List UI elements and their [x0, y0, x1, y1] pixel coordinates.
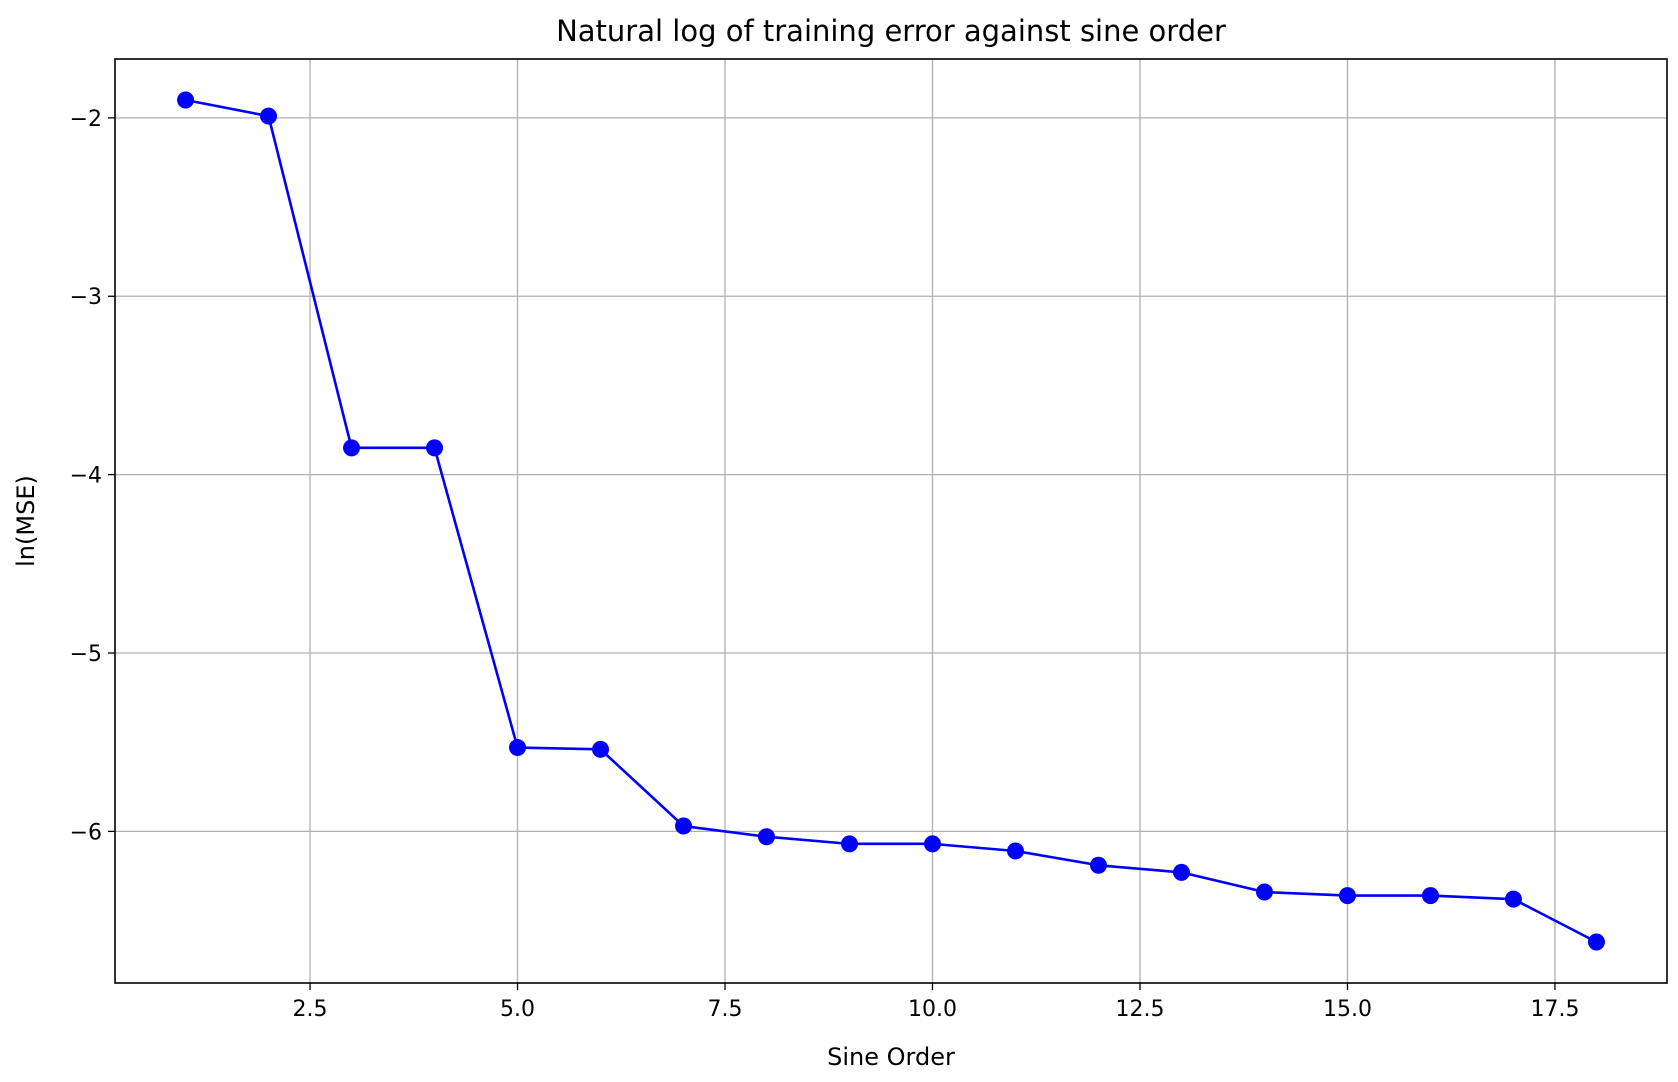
x-tick-label: 2.5 — [293, 997, 328, 1022]
data-point-marker — [1504, 890, 1522, 908]
data-point-marker — [1172, 863, 1190, 881]
y-tick-label: −3 — [70, 285, 102, 310]
data-point-marker — [675, 817, 693, 835]
data-point-marker — [1006, 842, 1024, 860]
data-point-marker — [1338, 887, 1356, 905]
series-line — [185, 98, 1598, 944]
plot-area-frame — [114, 58, 1668, 984]
x-tick-label: 10.0 — [908, 997, 957, 1022]
x-axis-label: Sine Order — [827, 1043, 955, 1071]
data-point-marker — [1421, 887, 1439, 905]
data-point-marker — [260, 107, 278, 125]
data-point-marker — [1089, 856, 1107, 874]
series-lines — [185, 98, 1598, 944]
data-point-marker — [177, 91, 195, 109]
x-tick-label: 15.0 — [1323, 997, 1372, 1022]
y-tick-label: −2 — [70, 107, 102, 132]
data-point-marker — [923, 835, 941, 853]
data-point-marker — [426, 439, 444, 457]
x-tick-label: 12.5 — [1115, 997, 1164, 1022]
x-tick-label: 17.5 — [1530, 997, 1579, 1022]
axis-ticks: 2.5 5.0 7.5 10.0 12.5 15.0 17.5 −2 −3 −4 −5 −6 — [70, 107, 1580, 1022]
data-point-marker — [343, 439, 361, 457]
data-point-marker — [841, 835, 859, 853]
y-tick-label: −4 — [70, 464, 102, 489]
chart-title: Natural log of training error against si… — [556, 14, 1226, 48]
y-axis-label: ln(MSE) — [12, 475, 40, 567]
data-point-marker — [1255, 883, 1273, 901]
y-tick-label: −6 — [70, 820, 102, 845]
x-tick-label: 7.5 — [708, 997, 743, 1022]
data-point-marker — [758, 828, 776, 846]
y-tick-label: −5 — [70, 642, 102, 667]
data-point-marker — [1587, 933, 1605, 951]
data-markers — [177, 91, 1605, 951]
grid-lines — [115, 59, 1667, 983]
x-tick-label: 5.0 — [500, 997, 535, 1022]
data-point-marker — [592, 740, 610, 758]
data-point-marker — [509, 739, 527, 757]
